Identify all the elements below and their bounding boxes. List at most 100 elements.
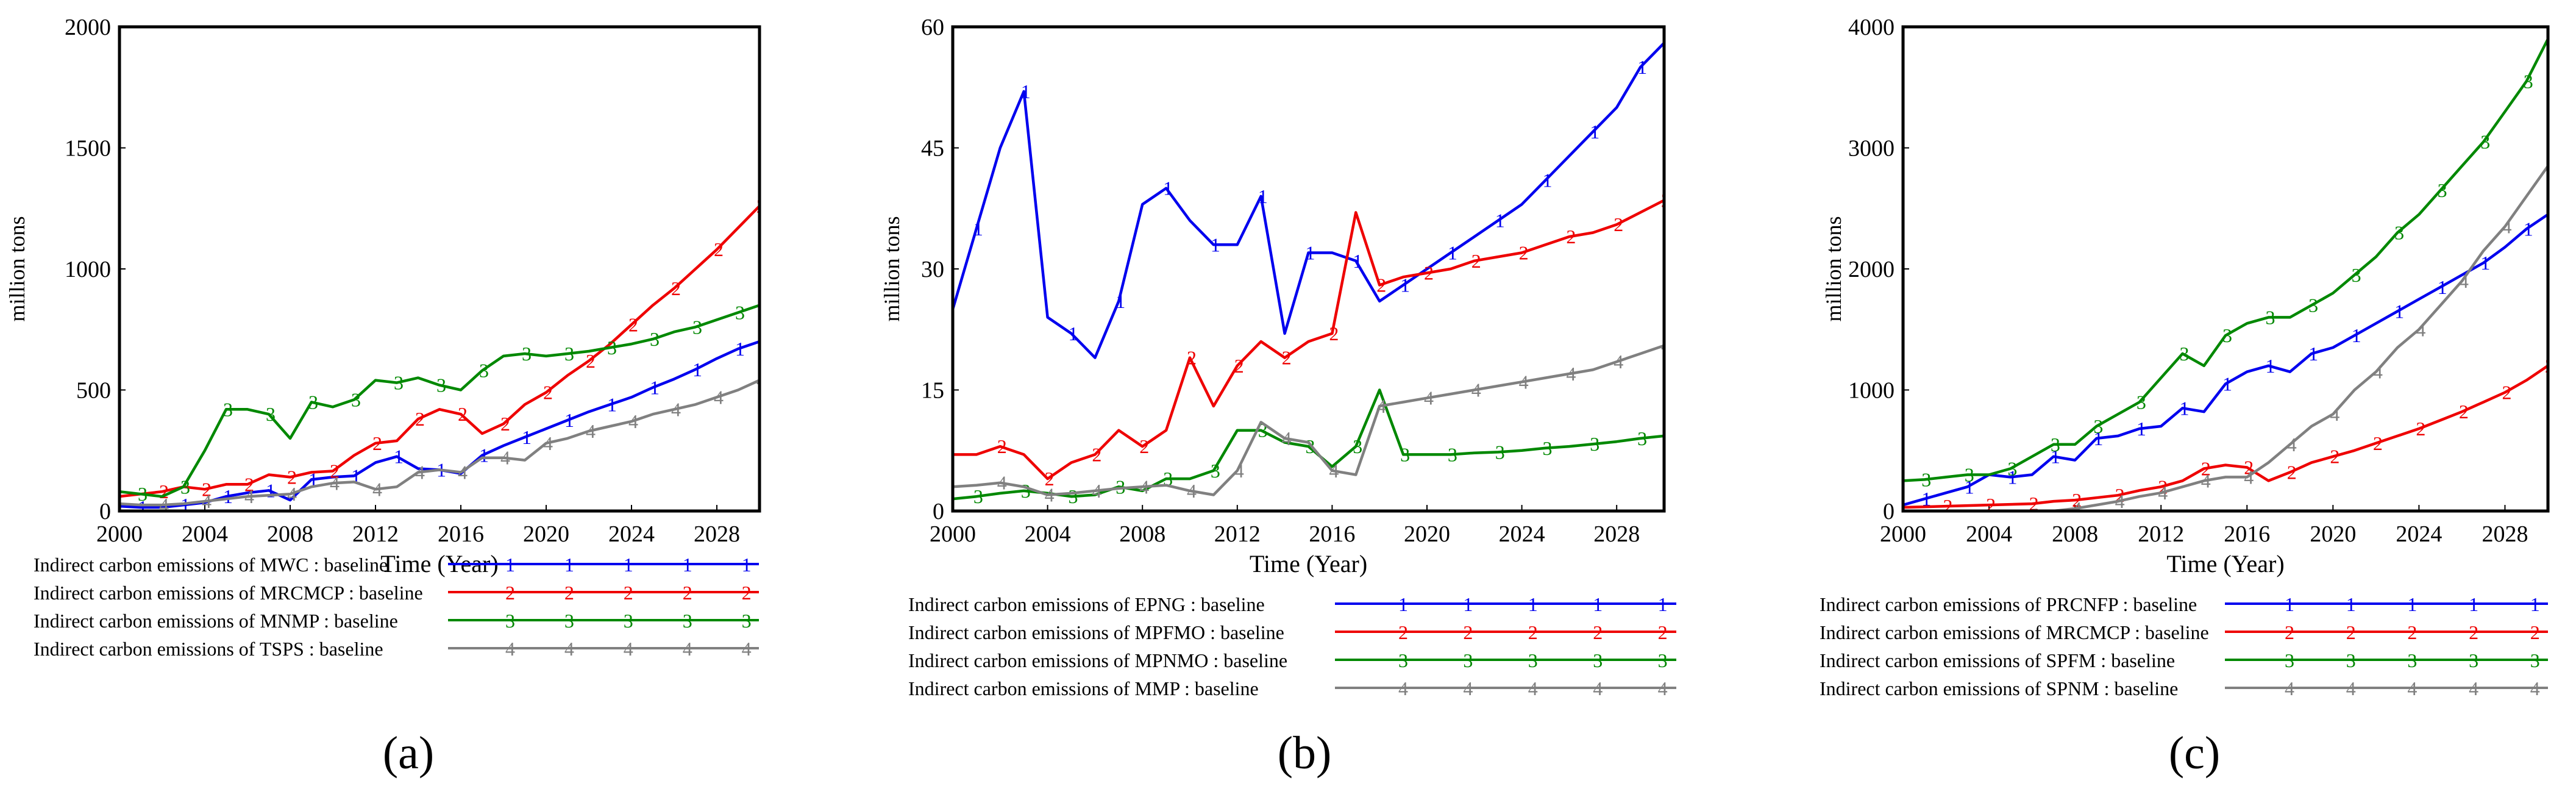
- x-tick-label: 2012: [1214, 521, 1261, 547]
- series-marker-1: 1: [1021, 80, 1031, 102]
- x-tick-label: 2016: [438, 521, 484, 547]
- series-marker-2: 2: [330, 460, 340, 482]
- series-marker-4: 4: [1092, 480, 1101, 502]
- series-marker-1: 1: [650, 377, 660, 399]
- legend-marker-4: 4: [1658, 677, 1668, 699]
- x-tick-label: 2012: [2138, 521, 2184, 547]
- legend-marker-3: 3: [1463, 649, 1473, 671]
- legend-marker-2: 2: [742, 582, 752, 604]
- legend-marker-3: 3: [1398, 649, 1408, 671]
- series-marker-1: 1: [2394, 300, 2404, 322]
- series-line-2: [119, 205, 760, 498]
- series-marker-4: 4: [1234, 460, 1244, 482]
- x-tick-label: 2004: [1966, 521, 2012, 547]
- series-marker-4: 4: [2416, 318, 2425, 340]
- legend-marker-3: 3: [1528, 649, 1538, 671]
- series-marker-1: 1: [607, 393, 617, 415]
- series-marker-4: 4: [2244, 466, 2254, 488]
- panel-label: (c): [2169, 727, 2220, 779]
- series-marker-2: 2: [2545, 355, 2555, 377]
- series-marker-3: 3: [436, 374, 446, 396]
- y-tick-label: 4000: [1848, 15, 1895, 40]
- series-marker-1: 1: [1448, 242, 1457, 264]
- series-marker-3: 3: [2266, 306, 2275, 328]
- legend-marker-2: 2: [1398, 621, 1408, 643]
- panel-label: (a): [383, 727, 434, 779]
- series-marker-3: 3: [1211, 460, 1220, 482]
- series-marker-1: 1: [735, 338, 745, 360]
- series-marker-2: 2: [2330, 446, 2339, 468]
- series-marker-3: 3: [564, 343, 574, 365]
- legend-marker-1: 1: [2530, 593, 2540, 615]
- x-axis-title: Time (Year): [2166, 550, 2284, 577]
- x-tick-label: 2028: [2482, 521, 2528, 547]
- legend-marker-1: 1: [2285, 593, 2294, 615]
- series-marker-3: 3: [2438, 179, 2447, 201]
- series-marker-1: 1: [973, 218, 983, 240]
- series-marker-1: 1: [1400, 274, 1410, 296]
- panel-label: (b): [1278, 727, 1332, 779]
- series-marker-4: 4: [543, 432, 553, 454]
- legend-marker-4: 4: [505, 638, 515, 660]
- series-marker-3: 3: [2480, 131, 2490, 153]
- series-marker-3: 3: [2137, 391, 2146, 413]
- series-marker-4: 4: [2459, 270, 2469, 292]
- plot-frame: [118, 25, 761, 513]
- legend-label-2: Indirect carbon emissions of MRCMCP : ba…: [34, 582, 423, 604]
- x-tick-label: 2020: [523, 521, 569, 547]
- series-marker-2: 2: [372, 432, 382, 454]
- x-tick-label: 2028: [694, 521, 740, 547]
- legend-marker-2: 2: [624, 582, 633, 604]
- series-marker-2: 2: [1045, 468, 1055, 490]
- legend-marker-4: 4: [1528, 677, 1538, 699]
- series-marker-1: 1: [1495, 210, 1505, 232]
- series-marker-2: 2: [244, 473, 254, 495]
- series-marker-4: 4: [2502, 216, 2511, 238]
- series-marker-3: 3: [1400, 443, 1410, 465]
- series-marker-4: 4: [2072, 498, 2082, 520]
- series-marker-4: 4: [1661, 335, 1671, 357]
- series-marker-3: 3: [351, 388, 361, 410]
- series-marker-4: 4: [2115, 490, 2125, 512]
- series-marker-3: 3: [2394, 221, 2404, 243]
- legend-label-1: Indirect carbon emissions of PRCNFP : ba…: [1820, 593, 2197, 615]
- series-marker-1: 1: [2308, 343, 2318, 365]
- series-marker-3: 3: [2093, 415, 2103, 437]
- legend-marker-1: 1: [624, 554, 633, 576]
- series-marker-3: 3: [1921, 468, 1931, 490]
- series-marker-3: 3: [1637, 427, 1647, 449]
- series-marker-2: 2: [287, 466, 297, 488]
- series-marker-4: 4: [1566, 363, 1576, 385]
- series-line-3: [953, 388, 1664, 501]
- series-marker-3: 3: [650, 328, 660, 350]
- series-marker-1: 1: [2222, 373, 2232, 395]
- series-marker-2: 2: [1424, 262, 1434, 284]
- legend-marker-2: 2: [1528, 621, 1538, 643]
- y-tick-label: 0: [99, 499, 111, 524]
- series-marker-4: 4: [1045, 484, 1055, 506]
- series-marker-3: 3: [1115, 476, 1125, 498]
- series-marker-1: 1: [564, 409, 574, 431]
- series-marker-2: 2: [1986, 494, 1996, 516]
- series-marker-4: 4: [2029, 504, 2039, 526]
- series-marker-2: 2: [543, 381, 553, 403]
- series-marker-1: 1: [1543, 169, 1553, 191]
- series-marker-4: 4: [159, 494, 169, 516]
- series-marker-3: 3: [1448, 443, 1457, 465]
- x-tick-label: 2016: [2224, 521, 2270, 547]
- series-marker-4: 4: [2201, 470, 2211, 491]
- series-marker-3: 3: [973, 485, 983, 507]
- series-marker-2: 2: [1376, 274, 1386, 296]
- series-marker-3: 3: [1495, 441, 1505, 463]
- series-marker-1: 1: [1965, 476, 1974, 498]
- legend-label-4: Indirect carbon emissions of SPNM : base…: [1820, 677, 2178, 699]
- series-marker-1: 1: [522, 426, 532, 448]
- series-marker-3: 3: [180, 476, 190, 498]
- series-marker-1: 1: [2480, 252, 2490, 274]
- series-marker-4: 4: [500, 447, 510, 469]
- y-axis-title: million tons: [1821, 216, 1846, 321]
- series-marker-1: 1: [2438, 276, 2447, 298]
